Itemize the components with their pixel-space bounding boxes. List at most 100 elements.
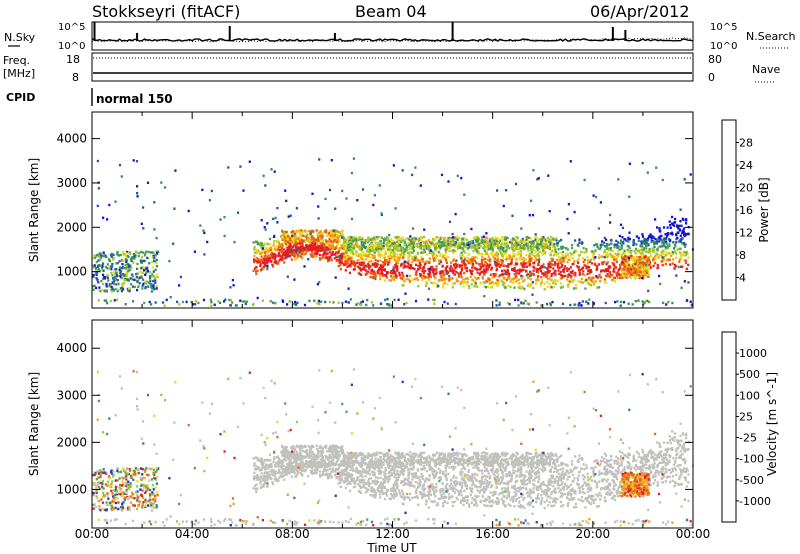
power-cell bbox=[419, 184, 422, 187]
power-cell bbox=[577, 303, 580, 306]
power-cell bbox=[419, 273, 422, 276]
power-cell bbox=[130, 282, 133, 286]
power-cell bbox=[309, 230, 312, 233]
power-cell bbox=[236, 211, 240, 214]
power-cell bbox=[142, 206, 145, 209]
power-cell bbox=[371, 272, 374, 275]
sky-panel-frame bbox=[91, 21, 694, 51]
power-cell bbox=[266, 261, 269, 264]
velocity-cell bbox=[362, 471, 365, 474]
power-cell bbox=[503, 252, 506, 255]
power-cell bbox=[677, 240, 681, 243]
power-cell bbox=[553, 281, 557, 284]
power-cell bbox=[434, 272, 437, 275]
power-cell bbox=[398, 271, 401, 275]
power-cell bbox=[146, 269, 149, 273]
power-cell bbox=[209, 298, 212, 301]
power-cell bbox=[589, 283, 592, 287]
power-cell bbox=[136, 192, 139, 195]
power-cell bbox=[575, 287, 578, 290]
power-cell bbox=[344, 261, 347, 264]
power-cell bbox=[590, 276, 593, 279]
power-cell bbox=[311, 247, 314, 250]
power-cell bbox=[408, 280, 411, 283]
power-cell bbox=[592, 276, 595, 280]
power-cell bbox=[320, 237, 323, 240]
power-cell bbox=[475, 239, 478, 243]
power-cell bbox=[303, 235, 306, 238]
power-cell bbox=[633, 273, 636, 276]
power-cell bbox=[497, 262, 500, 265]
power-cell bbox=[529, 258, 532, 261]
power-cell bbox=[669, 254, 673, 257]
power-cell bbox=[413, 267, 416, 271]
power-cell bbox=[534, 236, 537, 239]
power-cell bbox=[370, 239, 374, 242]
power-cell bbox=[435, 256, 438, 259]
power-cell bbox=[347, 301, 350, 304]
power-cell bbox=[614, 256, 617, 259]
power-cell bbox=[450, 244, 453, 247]
power-cell bbox=[483, 252, 486, 256]
power-cell bbox=[351, 243, 354, 246]
velocity-cell bbox=[384, 472, 387, 475]
power-cell bbox=[309, 253, 312, 256]
power-cell bbox=[620, 245, 623, 249]
power-cell bbox=[324, 238, 327, 242]
power-cell bbox=[259, 263, 262, 266]
power-cell bbox=[540, 252, 543, 255]
power-cell bbox=[340, 255, 344, 259]
power-cell bbox=[645, 247, 648, 250]
power-cell bbox=[634, 252, 637, 255]
power-cell bbox=[453, 236, 456, 239]
power-cell bbox=[494, 272, 497, 276]
power-cell bbox=[313, 243, 316, 246]
power-cell bbox=[373, 263, 376, 267]
power-cell bbox=[262, 249, 265, 252]
power-cell bbox=[412, 245, 415, 248]
power-cell bbox=[463, 281, 467, 284]
power-cell bbox=[328, 255, 331, 259]
power-cell bbox=[368, 250, 371, 254]
power-cell bbox=[560, 247, 563, 250]
power-cell bbox=[108, 258, 111, 261]
power-cell bbox=[252, 259, 256, 262]
power-cell bbox=[690, 304, 693, 307]
power-cell bbox=[617, 273, 621, 276]
power-cell bbox=[501, 283, 505, 286]
power-cell bbox=[665, 303, 668, 306]
power-cell bbox=[559, 261, 562, 265]
power-cell bbox=[97, 280, 100, 284]
power-cell bbox=[669, 263, 672, 266]
power-cell bbox=[634, 271, 637, 274]
power-cell bbox=[315, 250, 318, 253]
power-cell bbox=[346, 260, 349, 263]
power-cell bbox=[488, 247, 491, 251]
power-cell bbox=[149, 251, 152, 254]
power-cell bbox=[641, 233, 644, 236]
power-cell bbox=[405, 246, 408, 249]
power-cell bbox=[642, 261, 645, 265]
power-cell bbox=[596, 265, 599, 268]
power-cell bbox=[534, 259, 537, 263]
power-cell bbox=[638, 267, 641, 271]
power-cell bbox=[557, 252, 560, 255]
power-cell bbox=[374, 265, 377, 268]
power-cell bbox=[417, 264, 420, 268]
power-cell bbox=[581, 257, 584, 260]
power-cell bbox=[411, 244, 414, 247]
power-cell bbox=[554, 248, 557, 251]
sky-right-tick-bottom: 10^0 bbox=[710, 41, 737, 52]
power-cell bbox=[619, 223, 623, 226]
power-cell bbox=[523, 287, 526, 291]
power-cell bbox=[109, 299, 112, 303]
power-cell bbox=[525, 253, 528, 257]
power-cell bbox=[153, 228, 156, 231]
power-cell bbox=[673, 224, 676, 227]
power-cell bbox=[388, 245, 391, 248]
power-cell bbox=[643, 259, 647, 262]
power-cell bbox=[190, 300, 193, 304]
velocity-cell bbox=[660, 455, 663, 458]
power-cell bbox=[330, 232, 333, 235]
power-cell bbox=[458, 265, 461, 268]
